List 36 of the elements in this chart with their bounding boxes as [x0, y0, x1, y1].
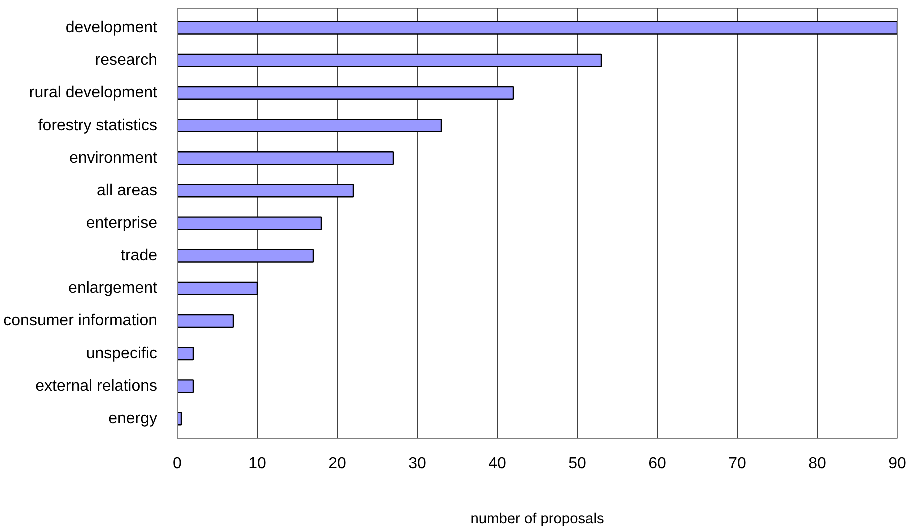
y-tick-label: all areas: [97, 182, 158, 200]
y-tick-label: forestry statistics: [38, 117, 158, 134]
x-tick-label: 60: [648, 456, 666, 472]
y-tick-label: energy: [108, 410, 158, 428]
x-tick-label: 50: [568, 456, 586, 472]
y-tick-label: consumer information: [4, 312, 158, 330]
bar: [178, 21, 898, 35]
bar: [178, 380, 194, 394]
bar: [178, 118, 442, 133]
x-tick-label: 90: [888, 456, 906, 472]
y-tick-label: enterprise: [86, 215, 158, 232]
bar: [178, 282, 258, 296]
x-tick-label: 0: [173, 456, 182, 472]
y-tick-label: enlargement: [68, 280, 158, 298]
bar: [178, 184, 354, 198]
bar: [178, 216, 322, 230]
y-tick-label: trade: [121, 248, 158, 265]
y-tick-label: environment: [69, 150, 158, 167]
bar: [178, 314, 234, 328]
y-tick-label: development: [66, 20, 158, 37]
x-tick-label: 80: [808, 456, 826, 472]
bar: [178, 54, 602, 68]
y-tick-label: external relations: [36, 378, 158, 395]
x-axis-title: number of proposals: [470, 512, 604, 528]
bar: [178, 86, 514, 100]
bar: [178, 347, 194, 361]
x-tick-label: 40: [488, 456, 506, 472]
y-tick-label: research: [95, 52, 158, 70]
x-tick-label: 10: [248, 456, 266, 472]
x-tick-label: 30: [408, 456, 426, 472]
y-tick-label: rural development: [29, 84, 158, 102]
y-tick-label: unspecific: [86, 345, 158, 362]
x-tick-label: 20: [328, 456, 346, 472]
x-tick-label: 70: [728, 456, 746, 472]
bar: [178, 249, 314, 263]
bar: [178, 152, 394, 166]
